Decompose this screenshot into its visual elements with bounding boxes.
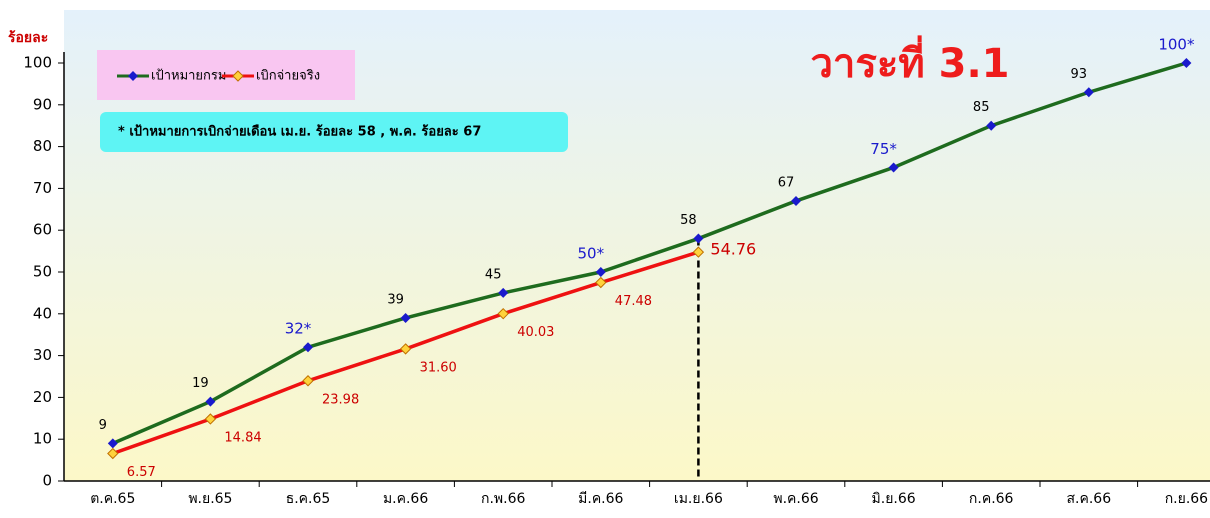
- x-tick-label: มี.ค.66: [578, 491, 623, 507]
- value-label: 58: [680, 213, 697, 228]
- point-marker: [888, 162, 899, 173]
- point-marker: [400, 312, 411, 323]
- value-label: 45: [485, 267, 502, 282]
- value-label: 50*: [578, 245, 605, 263]
- point-marker: [497, 307, 509, 320]
- y-tick-label: 30: [33, 346, 52, 364]
- x-tick-label: ต.ค.65: [90, 491, 135, 507]
- value-label: 85: [973, 100, 990, 115]
- point-marker: [107, 438, 118, 449]
- x-tick-label: ธ.ค.65: [286, 491, 331, 507]
- value-label: 23.98: [322, 392, 359, 407]
- x-tick-label: ม.ค.66: [383, 491, 428, 507]
- point-marker: [791, 195, 801, 206]
- x-tick-label: ก.ย.66: [1165, 491, 1208, 507]
- y-tick-label: 90: [33, 95, 52, 113]
- y-tick-label: 10: [33, 430, 52, 448]
- legend-marker: [232, 70, 244, 82]
- y-tick-label: 0: [42, 472, 52, 490]
- value-label: 100*: [1158, 36, 1195, 54]
- value-label: 47.48: [615, 294, 652, 309]
- x-tick-label: พ.ย.65: [188, 491, 232, 507]
- y-axis-label: ร้อยละ: [8, 30, 48, 46]
- point-marker: [498, 287, 509, 298]
- value-label: 93: [1071, 67, 1088, 82]
- value-label: 67: [778, 175, 795, 190]
- value-label: 54.76: [710, 240, 756, 259]
- x-tick-label: ส.ค.66: [1066, 491, 1111, 507]
- x-tick-label: ก.ค.66: [969, 491, 1014, 507]
- series-line: [112, 61, 1187, 445]
- point-marker: [302, 375, 314, 387]
- value-label: 6.57: [127, 465, 156, 480]
- x-tick-label: มิ.ย.66: [872, 491, 916, 507]
- point-marker: [204, 413, 217, 425]
- annotation-box: [100, 112, 568, 152]
- point-marker: [595, 276, 607, 289]
- point-marker: [1181, 58, 1192, 68]
- legend-marker: [128, 71, 138, 81]
- legend-label: เบิกจ่ายจริง: [256, 69, 320, 84]
- point-marker: [986, 120, 997, 131]
- value-label: 32*: [285, 320, 312, 338]
- point-marker: [303, 342, 313, 353]
- y-tick-label: 80: [33, 137, 52, 155]
- point-marker: [205, 396, 216, 407]
- annotation: * เป้าหมายการเบิกจ่ายเดือน เม.ย. ร้อยละ …: [118, 124, 481, 140]
- y-tick-label: 70: [33, 179, 52, 197]
- point-marker: [692, 246, 705, 258]
- point-marker: [107, 447, 119, 460]
- point-marker: [1083, 87, 1094, 98]
- value-label: 9: [99, 418, 107, 433]
- x-tick-label: พ.ค.66: [773, 491, 818, 507]
- point-marker: [693, 233, 704, 244]
- value-label: 14.84: [224, 430, 261, 445]
- value-label: 40.03: [517, 325, 554, 340]
- point-marker: [595, 267, 606, 277]
- y-tick-label: 20: [33, 388, 52, 406]
- x-tick-label: เม.ย.66: [674, 491, 723, 507]
- y-tick-label: 60: [33, 221, 52, 239]
- legend-label: เป้าหมายกรม: [151, 69, 226, 84]
- point-marker: [399, 343, 412, 355]
- value-label: 31.60: [420, 360, 457, 375]
- value-label: 39: [387, 292, 404, 307]
- y-tick-label: 40: [33, 304, 52, 322]
- value-label: 19: [192, 376, 209, 391]
- y-tick-label: 50: [33, 263, 52, 281]
- x-tick-label: ก.พ.66: [481, 491, 526, 507]
- y-tick-label: 100: [23, 54, 52, 72]
- chart-title: วาระที่ 3.1: [810, 35, 1009, 87]
- value-label: 75*: [870, 140, 897, 158]
